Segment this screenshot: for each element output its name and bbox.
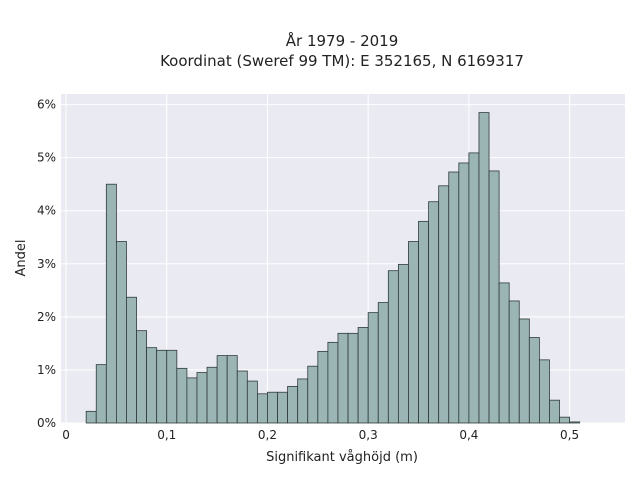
histogram-bar [85,410,97,424]
histogram-bar [176,367,188,424]
histogram-bar [347,332,359,424]
histogram-bar [538,359,550,424]
histogram-bar [95,364,107,424]
y-tick-label: 4% [37,204,56,218]
histogram-bar [337,332,349,424]
histogram-bar [166,349,178,424]
histogram-bar [327,341,339,424]
histogram-bar [377,302,389,424]
y-tick-label: 6% [37,98,56,112]
histogram-bar [498,282,510,424]
y-tick-label: 1% [37,363,56,377]
x-tick-label: 0,4 [459,428,478,442]
histogram-bar [307,365,319,424]
histogram-bar [367,312,379,424]
histogram-bar [508,300,520,424]
histogram-bar [186,377,198,424]
histogram-bar [236,370,248,424]
histogram-bar [488,170,500,424]
chart-subtitle: Koordinat (Sweref 99 TM): E 352165, N 61… [160,52,524,70]
histogram-bar [468,152,480,424]
histogram-bar [458,162,470,424]
histogram-bar [357,327,369,424]
histogram-bar [559,416,571,424]
x-tick-label: 0,2 [258,428,277,442]
histogram-bar [105,183,117,424]
chart-title: År 1979 - 2019 [286,31,399,50]
x-tick-label: 0 [62,428,70,442]
histogram-bar [448,171,460,424]
histogram-bar [277,391,289,424]
histogram-bar [428,201,440,424]
histogram-bar [418,220,430,424]
histogram-bar [438,185,450,424]
x-tick-label: 0,3 [359,428,378,442]
histogram-bar [387,270,399,424]
histogram-bar [196,372,208,424]
histogram-bar [126,296,137,424]
y-tick-label: 5% [37,151,56,165]
x-tick-label: 0,5 [560,428,579,442]
histogram-bar [408,241,419,424]
histogram-bar [115,241,127,424]
y-tick-label: 3% [37,257,56,271]
histogram-bar [226,355,238,424]
histogram-bar [518,318,530,424]
x-tick-label: 0,1 [157,428,176,442]
bars [85,112,581,424]
histogram-bar [569,421,581,424]
histogram-bar [256,393,268,424]
histogram-bar [206,366,218,424]
histogram-bar [287,385,299,424]
x-axis-label: Signifikant våghöjd (m) [266,450,418,465]
histogram-bar [246,380,258,424]
histogram-bar [267,391,278,424]
histogram-bar [549,399,560,424]
histogram-bar [216,355,228,424]
histogram-bar [297,378,309,424]
histogram-bar [397,263,409,424]
histogram-bar [317,350,329,424]
histogram-bar [528,337,540,424]
tick-labels: 0% 1% 2% 3% 4% 5% 6% 0 0,1 0,2 0,3 0,4 0,5 [37,98,579,442]
y-tick-label: 0% [37,416,56,430]
histogram-bar [478,112,490,424]
histogram-bar [146,347,158,424]
histogram-bar [156,349,168,424]
y-tick-label: 2% [37,310,56,324]
y-axis-label: Andel [14,240,29,277]
histogram-bar [136,330,148,424]
